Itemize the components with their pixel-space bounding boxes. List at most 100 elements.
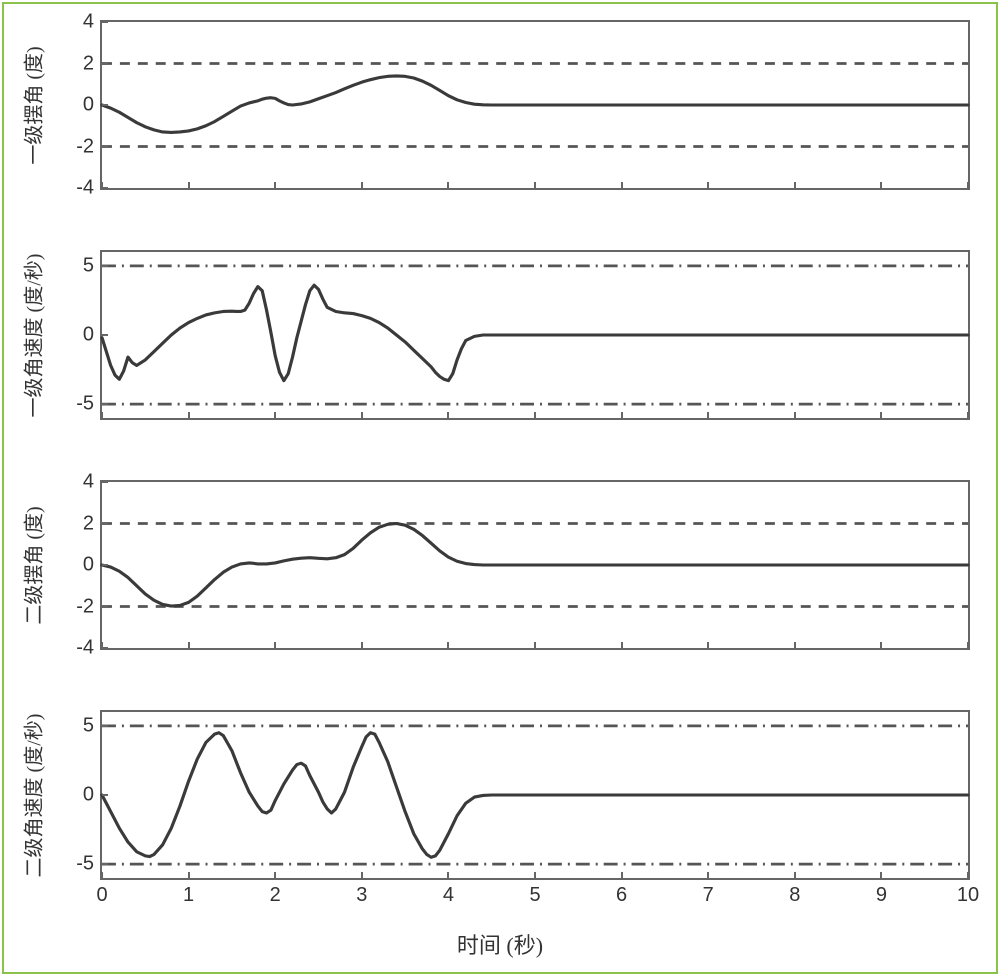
xtick-label: 8 bbox=[789, 884, 800, 907]
ytick-mark bbox=[102, 265, 108, 267]
xtick-mark bbox=[534, 182, 536, 188]
ytick-mark bbox=[102, 794, 108, 796]
xtick-mark bbox=[621, 412, 623, 418]
xtick-label: 6 bbox=[616, 884, 627, 907]
ytick-label: -4 bbox=[76, 637, 94, 660]
xtick-mark bbox=[967, 642, 969, 648]
ytick-label: 4 bbox=[83, 471, 94, 494]
xtick-mark bbox=[967, 182, 969, 188]
xtick-mark bbox=[361, 182, 363, 188]
ytick-mark bbox=[102, 334, 108, 336]
xtick-mark bbox=[880, 412, 882, 418]
xtick-mark bbox=[794, 642, 796, 648]
ytick-mark bbox=[102, 564, 108, 566]
subplot-level1-angle: 一级摆角 (度) -4-2024 bbox=[100, 20, 970, 190]
series-line bbox=[102, 524, 968, 607]
plot-svg-3 bbox=[102, 482, 968, 648]
xtick-mark bbox=[361, 412, 363, 418]
xlabel: 时间 (秒) bbox=[0, 928, 1000, 960]
xtick-mark bbox=[101, 872, 103, 878]
xtick-mark bbox=[967, 872, 969, 878]
ytick-mark bbox=[102, 725, 108, 727]
xtick-mark bbox=[447, 642, 449, 648]
xtick-mark bbox=[101, 412, 103, 418]
series-line bbox=[102, 733, 968, 858]
xtick-mark bbox=[274, 642, 276, 648]
series-line bbox=[102, 285, 968, 380]
ylabel-3: 二级摆角 (度) bbox=[18, 506, 47, 624]
xtick-mark bbox=[707, 642, 709, 648]
xtick-mark bbox=[707, 412, 709, 418]
ylabel-4: 二级角速度 (度/秒) bbox=[18, 713, 47, 877]
xtick-mark bbox=[274, 412, 276, 418]
ylabel-2: 一级角速度 (度/秒) bbox=[18, 253, 47, 417]
xtick-mark bbox=[447, 872, 449, 878]
xtick-label: 0 bbox=[96, 884, 107, 907]
xtick-label: 1 bbox=[183, 884, 194, 907]
xtick-mark bbox=[794, 412, 796, 418]
ylabel-1: 一级摆角 (度) bbox=[18, 46, 47, 164]
xtick-mark bbox=[794, 872, 796, 878]
ytick-mark bbox=[102, 104, 108, 106]
xtick-label: 4 bbox=[443, 884, 454, 907]
subplot-level2-angle: 二级摆角 (度) -4-2024 bbox=[100, 480, 970, 650]
xtick-mark bbox=[534, 412, 536, 418]
ytick-mark bbox=[102, 606, 108, 608]
xtick-mark bbox=[621, 642, 623, 648]
subplot-level1-angular-velocity: 一级角速度 (度/秒) -505 bbox=[100, 250, 970, 420]
ytick-label: 0 bbox=[83, 554, 94, 577]
xtick-label: 7 bbox=[703, 884, 714, 907]
ytick-label: 0 bbox=[83, 94, 94, 117]
plot-area-2: -505 bbox=[100, 250, 970, 420]
xtick-mark bbox=[447, 182, 449, 188]
xtick-mark bbox=[707, 872, 709, 878]
plot-svg-4 bbox=[102, 712, 968, 878]
xtick-label: 5 bbox=[529, 884, 540, 907]
xtick-mark bbox=[967, 412, 969, 418]
xtick-mark bbox=[274, 182, 276, 188]
xtick-mark bbox=[447, 412, 449, 418]
xtick-label: 2 bbox=[270, 884, 281, 907]
xtick-mark bbox=[188, 182, 190, 188]
ytick-label: 0 bbox=[83, 324, 94, 347]
xtick-mark bbox=[274, 872, 276, 878]
xtick-mark bbox=[101, 182, 103, 188]
xtick-mark bbox=[880, 642, 882, 648]
ytick-label: 2 bbox=[83, 512, 94, 535]
ytick-mark bbox=[102, 21, 108, 23]
ytick-mark bbox=[102, 403, 108, 405]
xtick-mark bbox=[880, 182, 882, 188]
ytick-mark bbox=[102, 63, 108, 65]
plot-svg-1 bbox=[102, 22, 968, 188]
xtick-mark bbox=[101, 642, 103, 648]
subplot-level2-angular-velocity: 二级角速度 (度/秒) -505012345678910 bbox=[100, 710, 970, 880]
ytick-mark bbox=[102, 523, 108, 525]
ytick-label: -5 bbox=[76, 853, 94, 876]
ytick-mark bbox=[102, 146, 108, 148]
ytick-label: -4 bbox=[76, 177, 94, 200]
xtick-label: 10 bbox=[957, 884, 979, 907]
xtick-mark bbox=[794, 182, 796, 188]
xtick-mark bbox=[361, 642, 363, 648]
ytick-label: -2 bbox=[76, 135, 94, 158]
series-line bbox=[102, 76, 968, 132]
plot-area-4: -505012345678910 bbox=[100, 710, 970, 880]
ytick-label: 5 bbox=[83, 714, 94, 737]
xtick-label: 3 bbox=[356, 884, 367, 907]
xtick-mark bbox=[621, 182, 623, 188]
ytick-mark bbox=[102, 481, 108, 483]
xtick-mark bbox=[534, 642, 536, 648]
xtick-mark bbox=[880, 872, 882, 878]
xtick-label: 9 bbox=[876, 884, 887, 907]
xtick-mark bbox=[188, 642, 190, 648]
plot-area-1: -4-2024 bbox=[100, 20, 970, 190]
ytick-label: -2 bbox=[76, 595, 94, 618]
ytick-label: 2 bbox=[83, 52, 94, 75]
ytick-label: 0 bbox=[83, 784, 94, 807]
xtick-mark bbox=[621, 872, 623, 878]
ytick-mark bbox=[102, 863, 108, 865]
xtick-mark bbox=[188, 872, 190, 878]
xtick-mark bbox=[534, 872, 536, 878]
xtick-mark bbox=[361, 872, 363, 878]
xtick-mark bbox=[188, 412, 190, 418]
